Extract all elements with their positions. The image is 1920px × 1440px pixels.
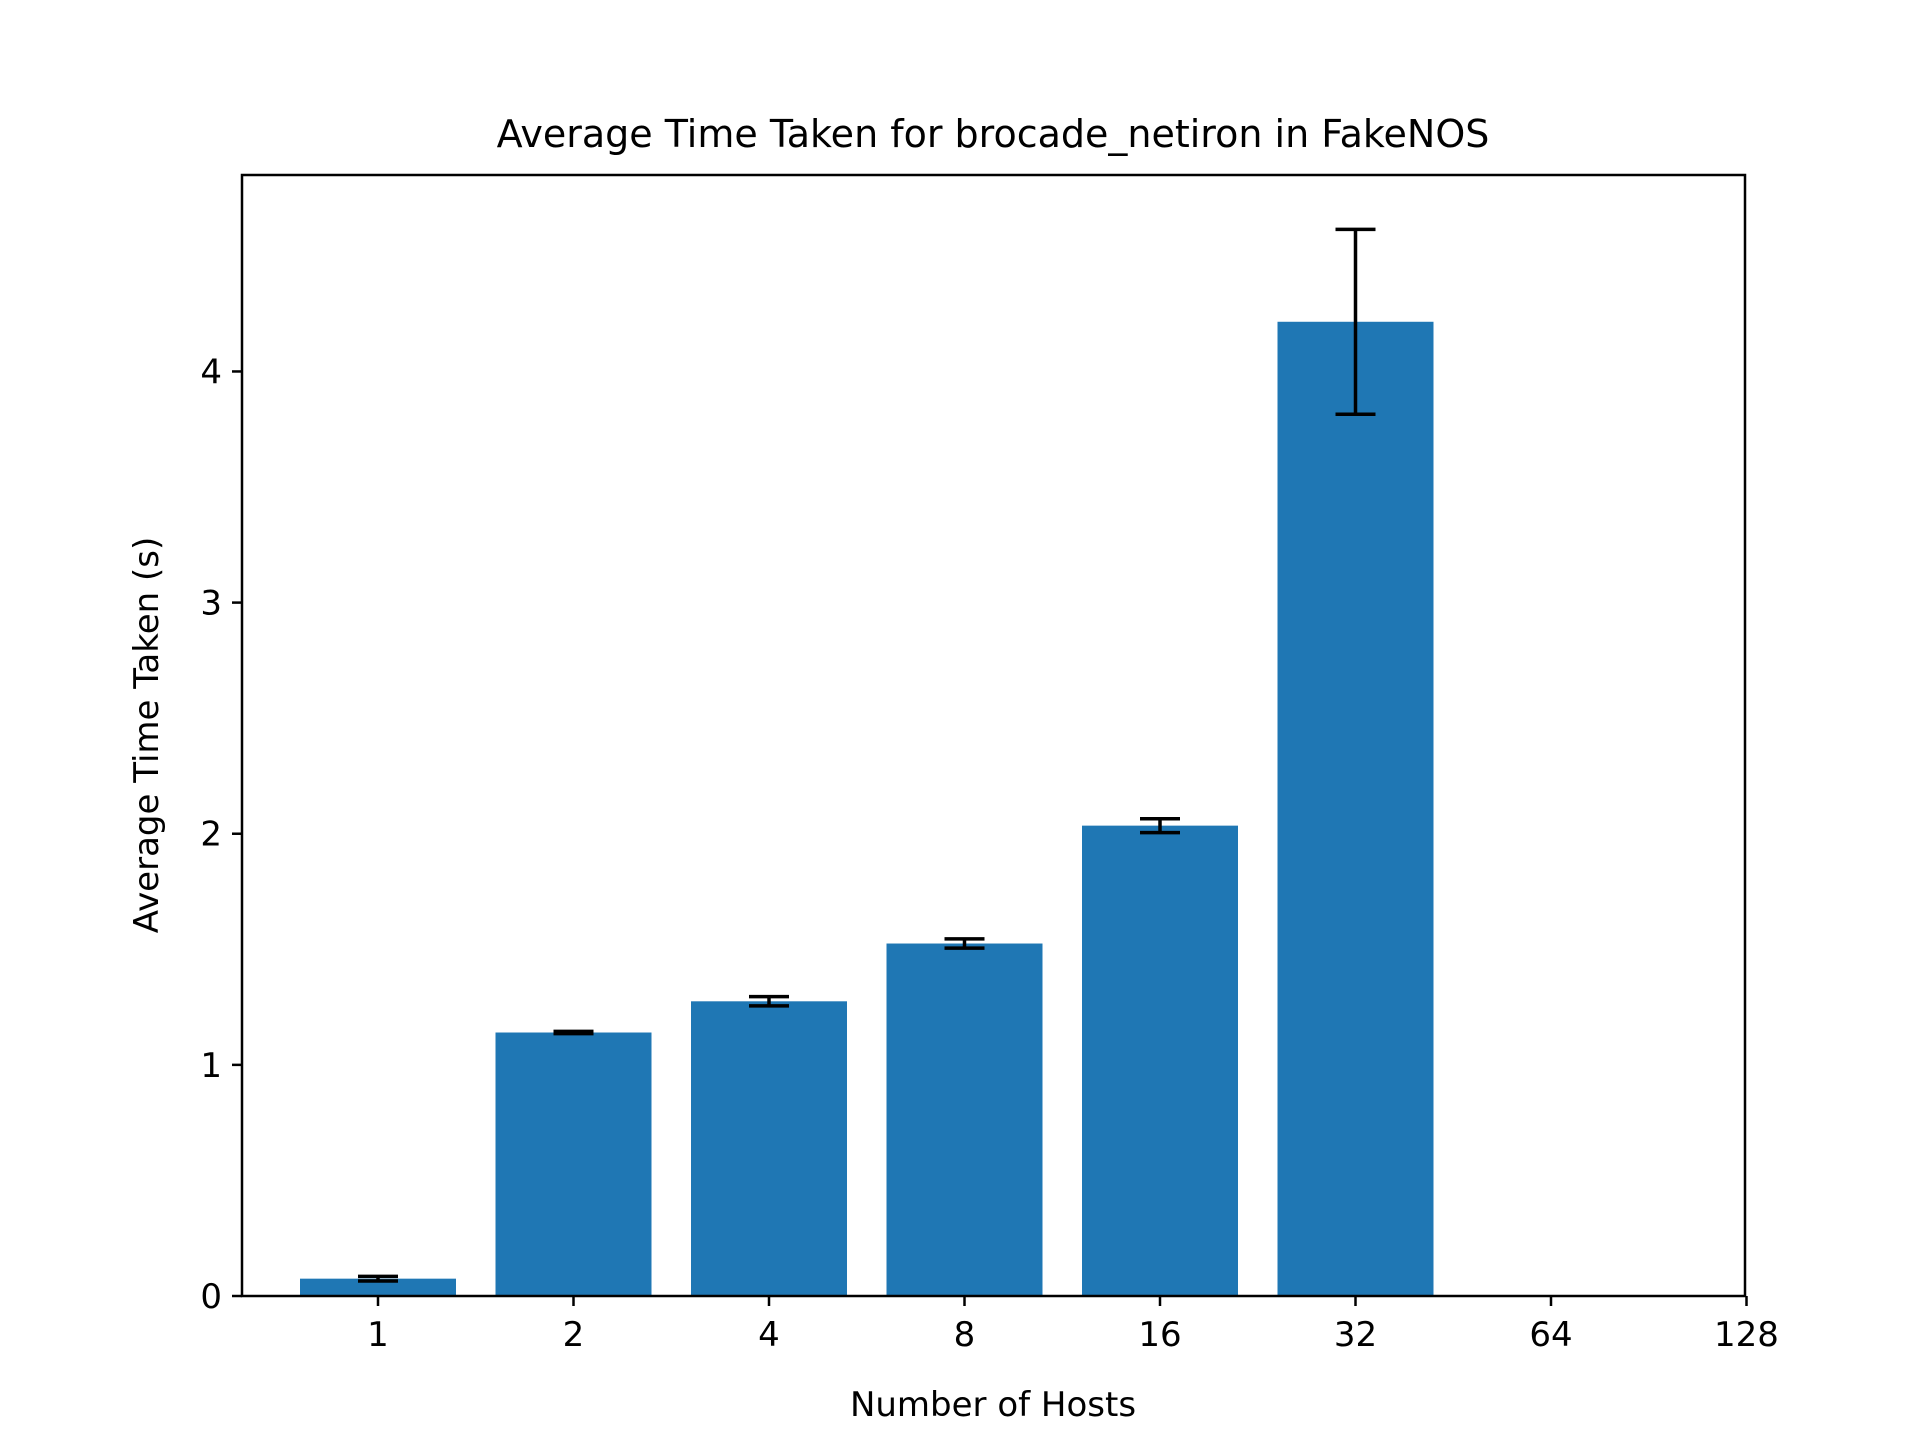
y-axis-label: Average Time Taken (s) [127, 537, 167, 933]
x-tick-label-128: 128 [1714, 1315, 1779, 1355]
y-tick-label-0: 0 [200, 1277, 222, 1317]
x-tick-label-8: 8 [954, 1315, 976, 1355]
x-axis-label: Number of Hosts [850, 1385, 1136, 1425]
bars-layer [300, 321, 1434, 1296]
x-tick-label-2: 2 [563, 1315, 585, 1355]
error-bar-2 [553, 1029, 594, 1036]
x-tick-label-4: 4 [758, 1315, 780, 1355]
error-bar-1 [358, 1274, 398, 1283]
bar-1 [300, 1278, 456, 1296]
bar-8 [886, 943, 1043, 1296]
bar-32 [1277, 321, 1434, 1296]
x-tick-label-16: 16 [1138, 1315, 1181, 1355]
chart-title: Average Time Taken for brocade_netiron i… [497, 112, 1490, 156]
error-bar-32 [1335, 227, 1376, 416]
error-bar-8 [944, 937, 985, 950]
y-tick-label-4: 4 [200, 352, 222, 392]
x-axis: 1 2 4 8 16 32 64 128 [367, 1296, 1779, 1355]
y-tick-label-1: 1 [200, 1046, 222, 1086]
error-bar-16 [1140, 816, 1180, 835]
x-tick-label-64: 64 [1529, 1315, 1572, 1355]
bar-4 [691, 1001, 847, 1296]
y-axis: 0 1 2 3 4 [200, 352, 242, 1317]
bar-2 [495, 1032, 652, 1296]
error-bar-4 [749, 994, 789, 1008]
bar-16 [1082, 825, 1238, 1296]
x-tick-label-32: 32 [1334, 1315, 1377, 1355]
y-tick-label-3: 3 [200, 584, 222, 624]
x-tick-label-1: 1 [367, 1315, 389, 1355]
plot-frame [240, 173, 1747, 1298]
error-bars-layer [358, 227, 1376, 1283]
y-tick-label-2: 2 [200, 815, 222, 855]
